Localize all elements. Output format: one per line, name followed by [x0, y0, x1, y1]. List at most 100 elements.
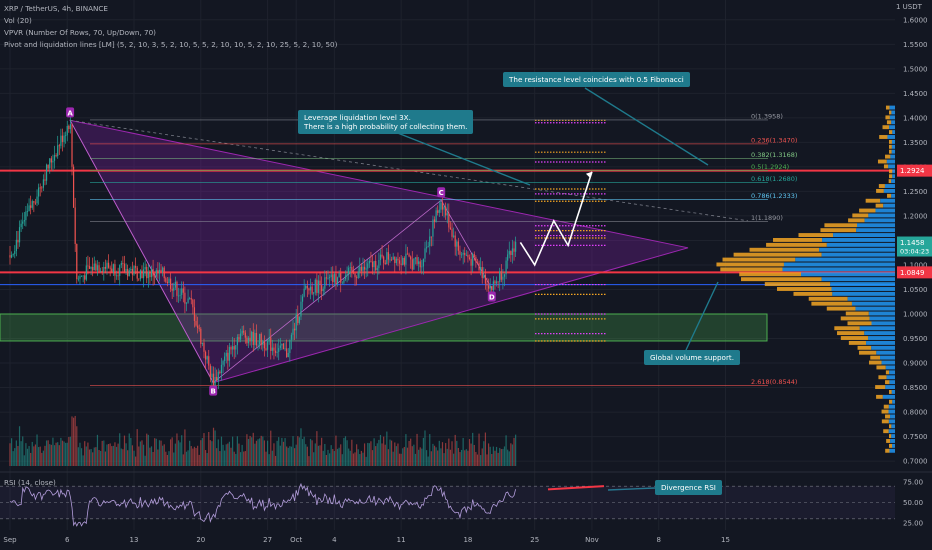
volume-bar	[363, 443, 366, 466]
vp-bar-down	[857, 345, 872, 350]
volume-bar	[432, 443, 434, 466]
candle-body	[30, 205, 32, 208]
candle-body	[12, 253, 14, 255]
volume-bar	[400, 453, 402, 466]
candle-body	[425, 247, 428, 249]
candle-body	[507, 254, 509, 261]
volume-bar	[335, 435, 337, 466]
volume-bar	[233, 451, 235, 466]
candle-body	[162, 267, 164, 272]
volume-bar	[185, 451, 188, 466]
candle-body	[402, 257, 404, 265]
candle-body	[139, 270, 141, 279]
candle-body	[370, 260, 372, 262]
volume-bar	[241, 444, 243, 466]
candle-body	[430, 236, 432, 238]
volume-bar	[254, 443, 256, 466]
candle-body	[414, 257, 417, 259]
volume-bar	[322, 450, 324, 466]
volume-bar	[266, 440, 269, 466]
volume-bar	[79, 442, 81, 466]
volume-bar	[451, 441, 453, 466]
fib-label-5: 0.786(1.2333)	[751, 192, 797, 200]
candle-body	[427, 246, 429, 248]
volume-bar	[166, 454, 169, 466]
candle-body	[224, 356, 226, 362]
candle-body	[251, 331, 253, 341]
volume-profile	[716, 105, 895, 453]
volume-bar	[195, 447, 197, 466]
candle-body	[383, 256, 385, 263]
vp-bar-down	[885, 414, 891, 419]
vp-bar-down	[889, 443, 893, 448]
candle-body	[201, 342, 203, 344]
volume-bar	[406, 447, 409, 466]
candle-body	[464, 252, 466, 255]
candle-body	[106, 262, 108, 269]
volume-bar	[297, 436, 299, 466]
volume-bar	[230, 447, 232, 466]
vp-bar-up	[892, 399, 895, 404]
volume-bar	[375, 446, 377, 466]
candle-body	[34, 202, 37, 204]
candle-body	[481, 267, 483, 278]
volume-bar	[457, 447, 459, 466]
candle-body	[413, 258, 415, 270]
countdown-label: 03:04:23	[900, 248, 929, 256]
candle-body	[419, 261, 421, 268]
volume-bar	[360, 450, 362, 466]
vp-bar-down	[739, 272, 802, 277]
candle-body	[360, 266, 362, 271]
candle-body	[306, 285, 308, 289]
volume-bar	[136, 429, 138, 466]
candle-body	[76, 243, 78, 280]
volume-bar	[17, 445, 19, 466]
rsi-tick-label: 25.00	[903, 519, 923, 527]
volume-bar	[491, 454, 493, 466]
vp-bar-up	[830, 282, 895, 287]
vp-bar-down	[824, 223, 858, 228]
vp-bar-up	[888, 164, 895, 169]
volume-bar	[163, 444, 165, 466]
volume-bar	[176, 433, 178, 466]
price-tick-label: 1.2500	[903, 188, 928, 196]
candle-body	[300, 301, 302, 317]
candle-body	[100, 270, 102, 272]
volume-bar	[437, 450, 439, 466]
vp-bar-up	[888, 419, 895, 424]
volume-bar	[309, 438, 312, 466]
candle-body	[133, 266, 135, 275]
candle-body	[155, 270, 157, 277]
volume-bar	[192, 448, 194, 466]
vp-bar-down	[889, 399, 893, 404]
candle-body	[136, 267, 138, 279]
volume-bar	[325, 454, 328, 466]
point-label-B: B	[211, 388, 216, 396]
volume-bar	[182, 454, 184, 466]
candle-body	[247, 337, 250, 344]
candle-body	[505, 260, 507, 275]
candle-body	[363, 266, 366, 270]
volume-bar	[492, 446, 494, 466]
volume-bar	[484, 432, 487, 466]
vp-bar-up	[885, 365, 895, 370]
volume-bar	[391, 440, 393, 466]
volume-bar	[53, 445, 56, 466]
volume-bar	[351, 439, 353, 466]
volume-bar	[500, 449, 502, 466]
candle-body	[198, 327, 200, 329]
candle-body	[227, 352, 229, 361]
volume-bar	[303, 436, 305, 466]
candle-body	[60, 135, 62, 146]
price-tick-label: 1.5500	[903, 41, 928, 49]
volume-bar	[82, 455, 84, 466]
volume-bar	[228, 441, 231, 466]
volume-bar	[68, 437, 70, 466]
candle-body	[158, 269, 161, 274]
volume-bar	[247, 438, 250, 466]
volume-bar	[433, 445, 436, 466]
candle-body	[503, 274, 506, 277]
candle-body	[389, 259, 391, 261]
price-tag-fib-bg	[897, 164, 932, 177]
